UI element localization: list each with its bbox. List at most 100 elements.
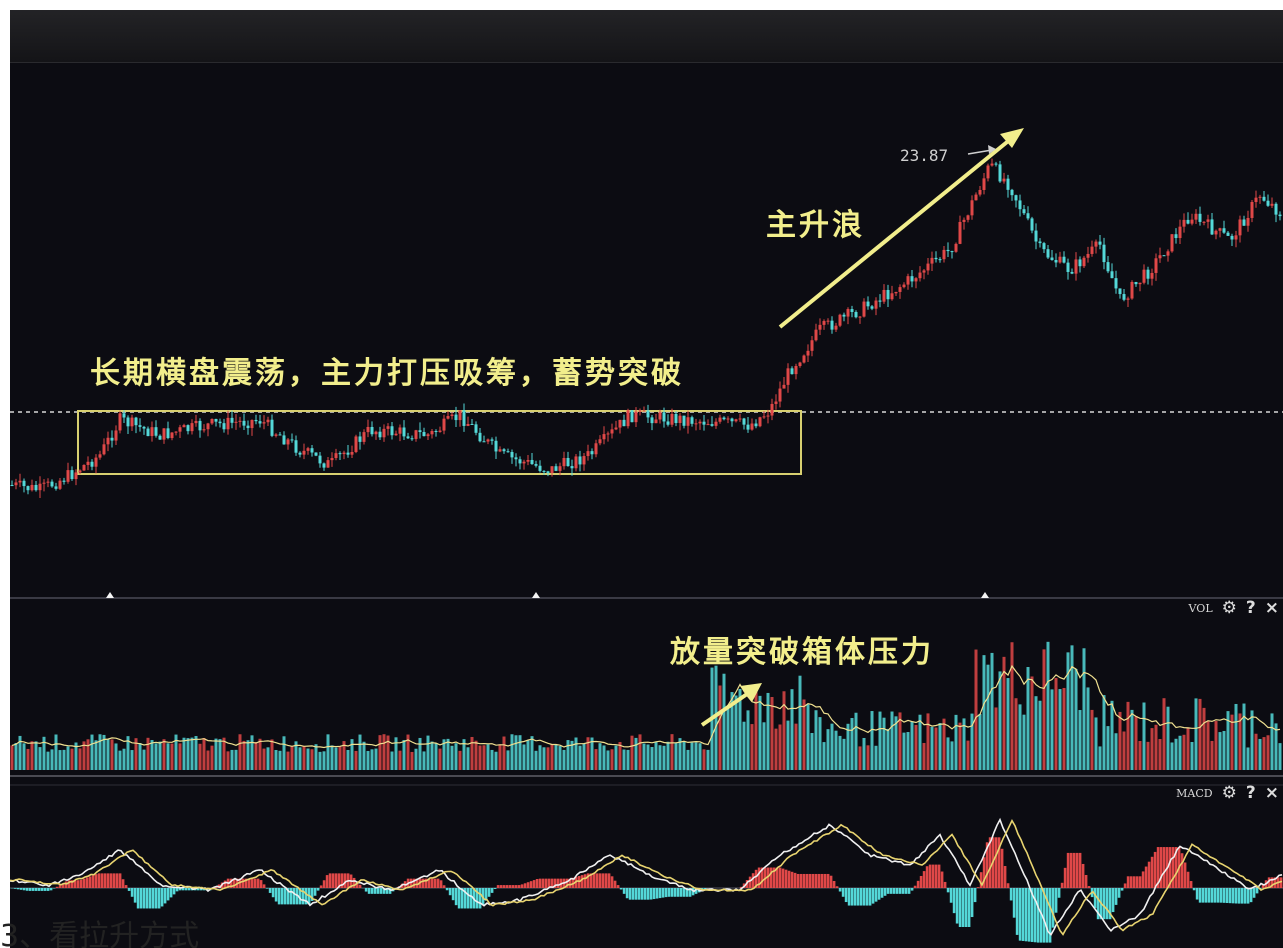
volume-bar <box>126 736 130 770</box>
macd-histogram-bar <box>1216 888 1220 903</box>
volume-bar <box>234 749 238 770</box>
volume-bar <box>850 718 854 770</box>
volume-bar <box>870 711 874 770</box>
volume-bar <box>1258 738 1262 770</box>
macd-histogram-bar <box>694 888 698 894</box>
macd-histogram-bar <box>1129 876 1133 888</box>
gear-icon[interactable]: ⚙ <box>1221 598 1237 618</box>
candle-body <box>770 403 774 416</box>
gear-icon[interactable]: ⚙ <box>1221 783 1237 803</box>
volume-bar <box>1038 700 1042 770</box>
macd-histogram-bar <box>508 885 512 888</box>
macd-histogram-bar <box>1231 888 1235 904</box>
candle-body <box>1146 269 1150 279</box>
volume-bar <box>302 746 306 770</box>
candle-body <box>1110 271 1114 279</box>
volume-bar <box>454 743 458 770</box>
volume-bar <box>1022 714 1026 770</box>
volume-bar <box>810 733 814 770</box>
macd-histogram-bar <box>772 867 776 888</box>
volume-bar <box>1174 738 1178 770</box>
macd-histogram-bar <box>868 888 872 906</box>
macd-histogram-bar <box>589 873 593 888</box>
close-icon[interactable]: × <box>1264 598 1279 618</box>
candle-body <box>658 412 662 420</box>
macd-dif-line <box>10 817 1283 937</box>
macd-histogram-bar <box>532 880 536 888</box>
volume-bars <box>10 641 1282 770</box>
candle-body <box>838 314 842 326</box>
candle-body <box>150 427 154 437</box>
candle-body <box>854 311 858 318</box>
volume-bar <box>450 745 454 770</box>
macd-histogram-bar <box>817 873 821 888</box>
candle-body <box>158 435 162 440</box>
volume-bar <box>774 728 778 770</box>
macd-histogram-bar <box>979 872 983 888</box>
volume-bar <box>1274 723 1278 770</box>
macd-histogram-bar <box>901 888 905 894</box>
volume-bar <box>1102 695 1106 770</box>
candle-body <box>522 461 526 464</box>
macd-histogram-bar <box>265 888 269 889</box>
candle-body <box>302 450 306 455</box>
candle-body <box>466 423 470 426</box>
volume-bar <box>894 716 898 770</box>
macd-histogram-bar <box>31 888 35 891</box>
help-icon[interactable]: ? <box>1245 783 1256 803</box>
macd-histogram-bar <box>943 881 947 888</box>
candle-body <box>738 418 742 420</box>
candle-body <box>486 439 490 442</box>
volume-bar <box>750 724 754 770</box>
macd-histogram-bar <box>934 864 938 888</box>
volume-bar <box>402 740 406 770</box>
candle-body <box>366 426 370 433</box>
macd-histogram-bar <box>1252 888 1256 898</box>
volume-bar <box>718 685 722 770</box>
macd-histogram-bar <box>1027 888 1031 942</box>
macd-histogram-bar <box>910 888 914 891</box>
macd-histogram-bar <box>1183 862 1187 888</box>
candle-body <box>250 419 254 429</box>
volume-bar <box>42 736 46 770</box>
candle-body <box>1234 235 1238 240</box>
volume-bar <box>430 741 434 770</box>
macd-histogram-bar <box>313 888 317 896</box>
toolbar <box>10 10 1283 63</box>
macd-histogram-bar <box>1054 888 1058 913</box>
candle-body <box>26 486 30 491</box>
volume-bar <box>1126 701 1130 770</box>
macd-histogram-bar <box>241 878 245 888</box>
volume-bar <box>1042 649 1046 770</box>
volume-bar <box>682 741 686 770</box>
candle-body <box>494 440 498 452</box>
candle-body <box>986 165 990 179</box>
help-icon[interactable]: ? <box>1245 598 1256 618</box>
volume-bar <box>1266 735 1270 770</box>
volume-bar <box>1194 698 1198 770</box>
volume-bar <box>970 713 974 770</box>
candle-body <box>910 276 914 282</box>
macd-histogram-bar <box>16 888 20 890</box>
macd-histogram-bar <box>112 873 116 888</box>
macd-histogram-bar <box>64 881 68 888</box>
macd-histogram-bar <box>598 873 602 888</box>
macd-histogram-bar <box>766 867 770 888</box>
macd-histogram-bar <box>928 864 932 888</box>
candle-body <box>82 464 86 471</box>
close-icon[interactable]: × <box>1264 783 1279 803</box>
volume-bar <box>314 744 318 770</box>
macd-histogram-bar <box>1096 888 1100 920</box>
candle-body <box>846 309 850 317</box>
macd-histogram-bar <box>913 885 917 888</box>
volume-bar <box>382 734 386 770</box>
macd-histogram-bar <box>22 888 26 891</box>
volume-bar <box>986 664 990 770</box>
volume-bar <box>550 744 554 770</box>
volume-breakout-annotation: 放量突破箱体压力 <box>670 635 934 670</box>
volume-bar <box>838 735 842 770</box>
macd-histogram-bar <box>43 888 47 891</box>
volume-bar <box>370 749 374 770</box>
volume-bar <box>342 741 346 770</box>
candle-body <box>1218 228 1222 231</box>
